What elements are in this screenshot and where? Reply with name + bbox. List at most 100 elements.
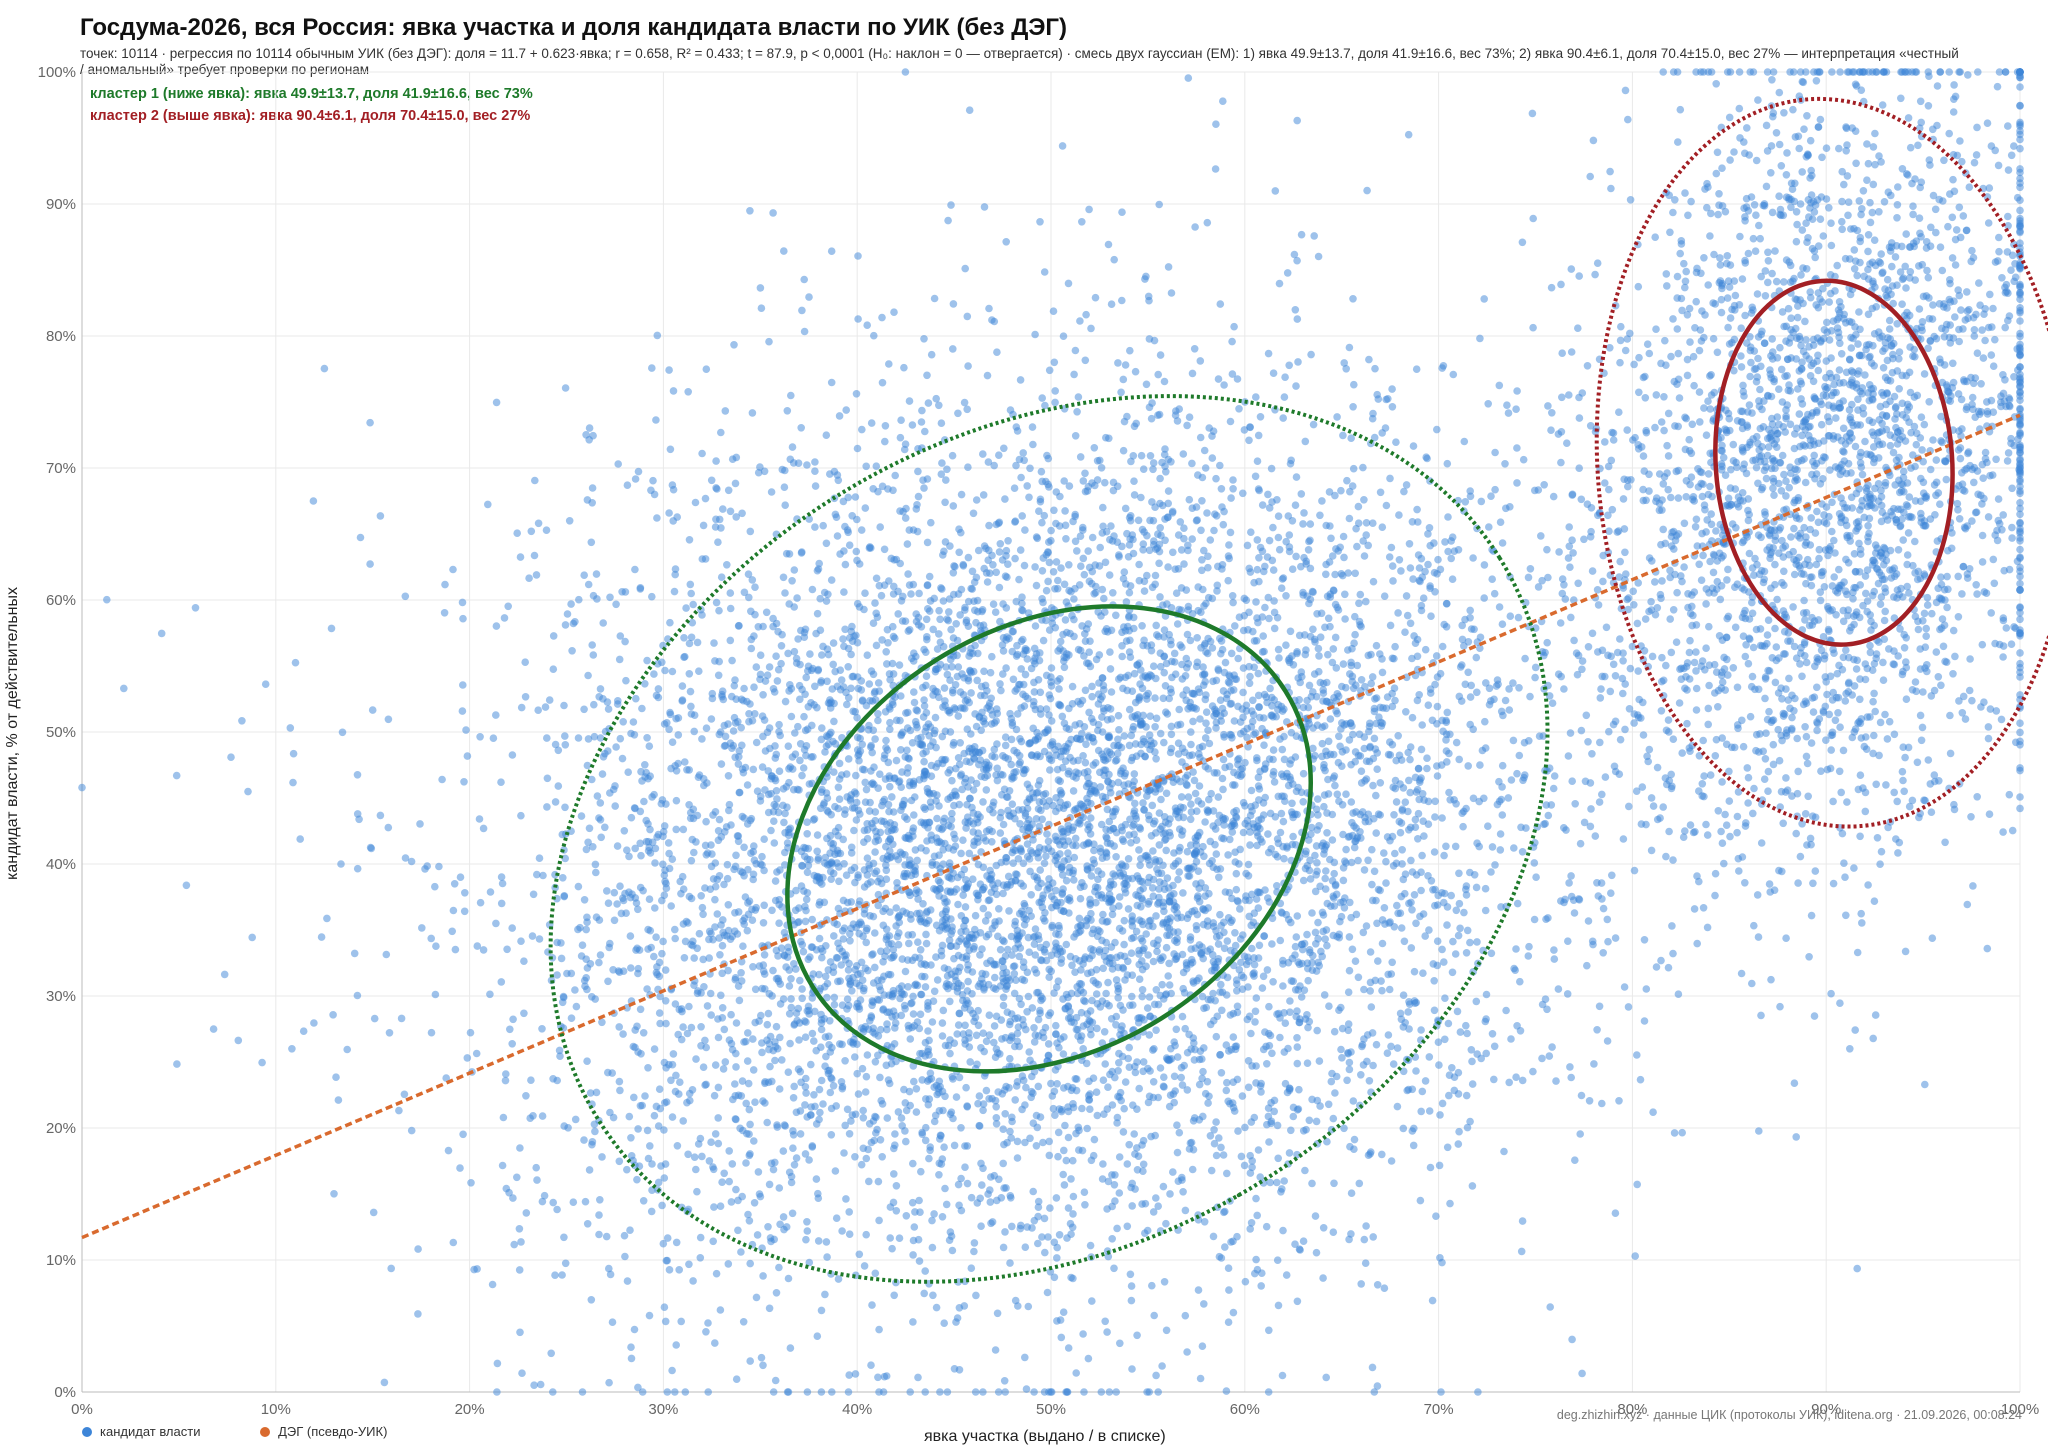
data-point [1320, 991, 1329, 999]
data-point [1081, 686, 1090, 695]
data-point [785, 982, 794, 990]
data-point [549, 632, 558, 640]
data-point [808, 585, 817, 594]
data-point [1847, 344, 1856, 352]
data-point [1293, 1043, 1302, 1051]
data-point [1983, 119, 1992, 127]
data-point [1170, 849, 1178, 857]
data-point [897, 416, 905, 425]
data-point [1948, 254, 1957, 262]
data-point [1752, 364, 1760, 373]
data-point [1777, 365, 1786, 374]
data-point [1353, 542, 1361, 551]
data-point [1857, 86, 1866, 94]
data-point [916, 1010, 925, 1019]
data-point [1704, 281, 1712, 289]
data-point [979, 798, 987, 806]
data-point [648, 364, 656, 372]
data-point [827, 1104, 836, 1113]
data-point [862, 1230, 870, 1239]
data-point [1079, 554, 1088, 563]
data-point [1469, 554, 1477, 562]
data-point [1287, 456, 1295, 465]
data-point [711, 523, 720, 531]
data-point [1789, 105, 1797, 114]
data-point [1162, 1326, 1171, 1335]
data-point [648, 592, 656, 601]
data-point [975, 1121, 983, 1130]
data-point [1372, 641, 1381, 650]
data-point [1273, 882, 1281, 890]
data-point [1718, 164, 1726, 172]
data-point [1205, 739, 1214, 748]
data-point [1510, 844, 1518, 852]
data-point [1424, 530, 1432, 538]
data-point [368, 706, 377, 714]
data-point [1956, 137, 1964, 145]
data-point [1864, 537, 1872, 546]
data-point [1843, 798, 1851, 806]
data-point [1236, 905, 1244, 913]
data-point [1496, 846, 1505, 854]
data-point [1340, 553, 1348, 562]
data-point [1805, 431, 1813, 440]
data-point [679, 825, 688, 834]
data-point [1605, 727, 1613, 736]
data-point [1264, 894, 1272, 902]
data-point [668, 481, 677, 489]
data-point [1371, 364, 1379, 373]
data-point [1678, 1128, 1686, 1137]
data-point [2016, 545, 2024, 554]
data-point [1463, 1029, 1471, 1038]
data-point [1097, 1388, 1106, 1396]
data-point [527, 1076, 535, 1084]
data-point [1261, 603, 1269, 612]
data-point [891, 1130, 899, 1138]
data-point [752, 738, 761, 747]
data-point [1046, 1204, 1054, 1212]
data-point [1979, 354, 1988, 362]
data-point [1787, 533, 1795, 541]
data-point [1463, 926, 1472, 935]
data-point [299, 1027, 308, 1035]
data-point [369, 1208, 378, 1217]
data-point [1046, 1268, 1055, 1276]
data-point [1541, 995, 1550, 1003]
data-point [626, 932, 635, 940]
data-point [1247, 1029, 1255, 1038]
data-point [695, 929, 704, 938]
data-point [871, 1030, 879, 1038]
data-point [1829, 879, 1838, 888]
data-point [961, 903, 970, 911]
data-point [641, 1092, 649, 1100]
data-point [726, 507, 735, 516]
data-point [902, 1212, 911, 1220]
data-point [1181, 1311, 1190, 1320]
data-point [1239, 688, 1247, 697]
data-point [1110, 1264, 1118, 1273]
data-point [467, 1179, 475, 1187]
data-point [1330, 586, 1338, 595]
data-point [1915, 305, 1924, 313]
data-points [78, 68, 2024, 1396]
data-point [892, 1207, 901, 1215]
data-point [1069, 1156, 1077, 1165]
data-point [551, 1271, 559, 1279]
data-point [1556, 619, 1565, 627]
data-point [1528, 109, 1537, 118]
data-point [1608, 871, 1616, 880]
data-point [1754, 354, 1762, 363]
data-point [693, 638, 702, 647]
data-point [1184, 541, 1192, 550]
data-point [921, 427, 929, 436]
data-point [1108, 1235, 1116, 1243]
data-point [1190, 776, 1199, 785]
data-point [427, 1028, 436, 1037]
data-point [1686, 338, 1694, 346]
data-point [927, 772, 936, 780]
data-point [1023, 840, 1032, 848]
data-point [1267, 464, 1276, 473]
data-point [827, 858, 836, 866]
data-point [1560, 581, 1568, 589]
data-point [1243, 541, 1252, 550]
